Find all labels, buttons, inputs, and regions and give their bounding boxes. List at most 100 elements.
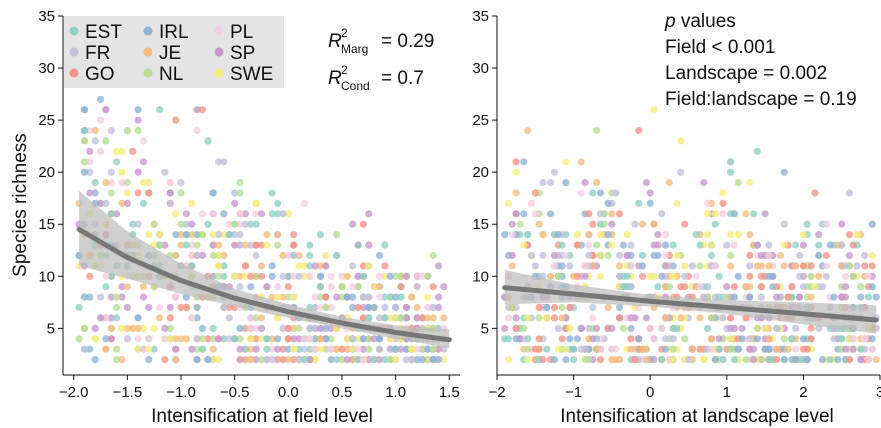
scatter-point [650,335,658,343]
scatter-point [209,251,217,260]
scatter-point [677,137,685,145]
scatter-point [274,231,282,239]
scatter-point [284,210,292,218]
scatter-point [830,293,838,301]
scatter-point [807,293,815,301]
legend-marker [143,26,153,36]
scatter-point [118,179,126,187]
scatter-point [635,335,643,343]
scatter-point [616,314,624,322]
scatter-point [845,356,854,364]
scatter-point [274,314,282,322]
scatter-point [290,293,298,301]
scatter-point [589,335,597,343]
scatter-point [608,345,616,353]
scatter-point [365,293,373,301]
scatter-point [156,314,164,322]
scatter-point [838,335,846,343]
scatter-point [392,356,400,364]
scatter-point [684,356,693,364]
scatter-point [650,251,658,260]
x-tick-label: −2 [488,384,505,401]
scatter-point [501,231,509,239]
scatter-point [333,345,341,353]
scatter-point [220,262,228,270]
scatter-point [263,283,271,291]
scatter-point [696,283,704,291]
scatter-point [392,303,400,312]
scatter-point [80,293,89,301]
legend-marker [143,47,153,57]
scatter-point [370,303,378,312]
right-x-axis-title: Intensification at landscape level [560,406,834,427]
scatter-point [311,345,319,353]
scatter-point [392,272,400,280]
scatter-point [375,335,384,343]
scatter-point [769,272,777,280]
scatter-point [627,262,635,270]
scatter-point [796,251,804,260]
scatter-point [290,272,298,280]
scatter-point [359,356,367,364]
scatter-point [209,324,217,332]
scatter-point [225,303,233,312]
scatter-point [761,345,769,353]
scatter-point [696,314,704,322]
scatter-point [531,210,539,218]
scatter-point [619,241,628,249]
scatter-point [704,231,712,239]
scatter-point [327,356,335,364]
scatter-point [646,189,654,197]
scatter-point [107,210,115,218]
scatter-point [295,356,303,364]
scatter-point [118,199,126,207]
scatter-point [711,262,719,270]
x-tick-label: 1.0 [385,384,406,401]
scatter-point [539,251,547,260]
scatter-point [757,283,765,291]
scatter-point [257,262,266,270]
scatter-point [279,293,287,301]
scatter-point [316,335,325,343]
y-tick-label: 35 [38,8,55,25]
scatter-point [102,272,110,280]
scatter-point [118,147,126,155]
scatter-point [236,231,244,239]
scatter-point [156,303,164,312]
scatter-point [408,345,416,353]
scatter-point [311,335,319,343]
scatter-point [512,335,520,343]
scatter-point [661,314,670,322]
scatter-point [102,137,110,145]
legend-label: GO [85,64,115,85]
r2-marginal-annotation: R 2 Marg = 0.29 [328,26,434,56]
legend-marker [69,47,79,57]
legend-entry-go: GO [69,64,115,85]
scatter-point [204,137,212,145]
p-values-annotation: p values Field < 0.001 Landscape = 0.002… [664,11,857,110]
scatter-point [711,220,719,228]
legend-marker [214,68,224,78]
scatter-point [252,220,260,228]
scatter-point [236,345,244,353]
scatter-point [316,324,325,332]
scatter-point [661,262,670,270]
scatter-point [225,220,233,228]
scatter-point [274,199,282,207]
scatter-point [354,356,362,364]
scatter-point [354,345,362,353]
scatter-point [753,147,762,155]
scatter-point [236,324,244,332]
scatter-point [209,189,217,197]
y-tick-label: 20 [472,164,489,181]
scatter-point [792,241,800,249]
scatter-point [145,179,153,187]
scatter-point [365,335,373,343]
scatter-point [182,241,190,249]
scatter-point [231,272,239,280]
scatter-point [864,356,873,364]
scatter-point [279,272,287,280]
scatter-point [279,251,287,260]
scatter-point [327,335,335,343]
scatter-point [585,231,593,239]
